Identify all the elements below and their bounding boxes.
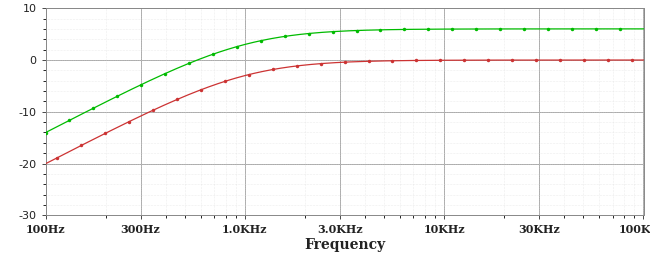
X-axis label: Frequency: Frequency	[304, 238, 385, 252]
